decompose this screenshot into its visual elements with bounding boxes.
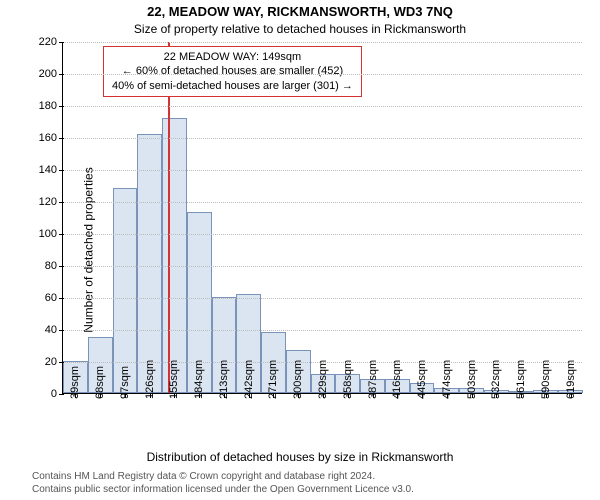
x-tick-label: 416sqm bbox=[391, 360, 403, 399]
x-tick-label: 68sqm bbox=[94, 366, 106, 399]
footer-note: Contains HM Land Registry data © Crown c… bbox=[32, 471, 592, 496]
y-tick-label: 140 bbox=[39, 164, 63, 176]
x-tick-label: 329sqm bbox=[317, 360, 329, 399]
annotation-box: 22 MEADOW WAY: 149sqm ← 60% of detached … bbox=[103, 46, 362, 97]
y-tick-label: 120 bbox=[39, 196, 63, 208]
x-tick-label: 271sqm bbox=[267, 360, 279, 399]
grid-line bbox=[63, 42, 582, 43]
annotation-line-1: 22 MEADOW WAY: 149sqm bbox=[112, 50, 353, 64]
y-tick-label: 20 bbox=[45, 356, 63, 368]
footer-note-line-1: Contains HM Land Registry data © Crown c… bbox=[32, 471, 592, 484]
x-tick-label: 213sqm bbox=[218, 360, 230, 399]
y-tick-label: 100 bbox=[39, 228, 63, 240]
x-tick-label: 619sqm bbox=[565, 360, 577, 399]
page-title: 22, MEADOW WAY, RICKMANSWORTH, WD3 7NQ bbox=[0, 4, 600, 19]
annotation-line-2: ← 60% of detached houses are smaller (45… bbox=[112, 64, 353, 78]
y-tick-label: 40 bbox=[45, 324, 63, 336]
grid-line bbox=[63, 170, 582, 171]
x-tick-label: 184sqm bbox=[193, 360, 205, 399]
y-tick-label: 200 bbox=[39, 68, 63, 80]
chart-plot-area: 22 MEADOW WAY: 149sqm ← 60% of detached … bbox=[62, 42, 582, 394]
x-tick-label: 503sqm bbox=[466, 360, 478, 399]
y-tick-label: 60 bbox=[45, 292, 63, 304]
grid-line bbox=[63, 298, 582, 299]
y-tick-label: 180 bbox=[39, 100, 63, 112]
grid-line bbox=[63, 330, 582, 331]
x-tick-label: 155sqm bbox=[168, 360, 180, 399]
grid-line bbox=[63, 138, 582, 139]
grid-line bbox=[63, 266, 582, 267]
x-tick-label: 39sqm bbox=[69, 366, 81, 399]
x-tick-label: 126sqm bbox=[144, 360, 156, 399]
x-tick-label: 590sqm bbox=[540, 360, 552, 399]
y-tick-label: 0 bbox=[51, 388, 63, 400]
x-tick-label: 532sqm bbox=[490, 360, 502, 399]
y-tick-label: 160 bbox=[39, 132, 63, 144]
x-tick-label: 474sqm bbox=[441, 360, 453, 399]
x-tick-label: 358sqm bbox=[342, 360, 354, 399]
y-tick-label: 80 bbox=[45, 260, 63, 272]
x-tick-label: 97sqm bbox=[119, 366, 131, 399]
x-tick-label: 387sqm bbox=[367, 360, 379, 399]
x-tick-label: 445sqm bbox=[416, 360, 428, 399]
grid-line bbox=[63, 74, 582, 75]
annotation-line-3: 40% of semi-detached houses are larger (… bbox=[112, 79, 353, 93]
grid-line bbox=[63, 202, 582, 203]
footer-note-line-2: Contains public sector information licen… bbox=[32, 484, 592, 497]
chart-subtitle: Size of property relative to detached ho… bbox=[0, 22, 600, 36]
histogram-bar bbox=[137, 134, 162, 393]
x-axis-label: Distribution of detached houses by size … bbox=[0, 450, 600, 464]
grid-line bbox=[63, 234, 582, 235]
y-tick-label: 220 bbox=[39, 36, 63, 48]
x-tick-label: 242sqm bbox=[243, 360, 255, 399]
x-tick-label: 561sqm bbox=[515, 360, 527, 399]
histogram-bar bbox=[162, 118, 187, 393]
x-tick-label: 300sqm bbox=[292, 360, 304, 399]
grid-line bbox=[63, 106, 582, 107]
